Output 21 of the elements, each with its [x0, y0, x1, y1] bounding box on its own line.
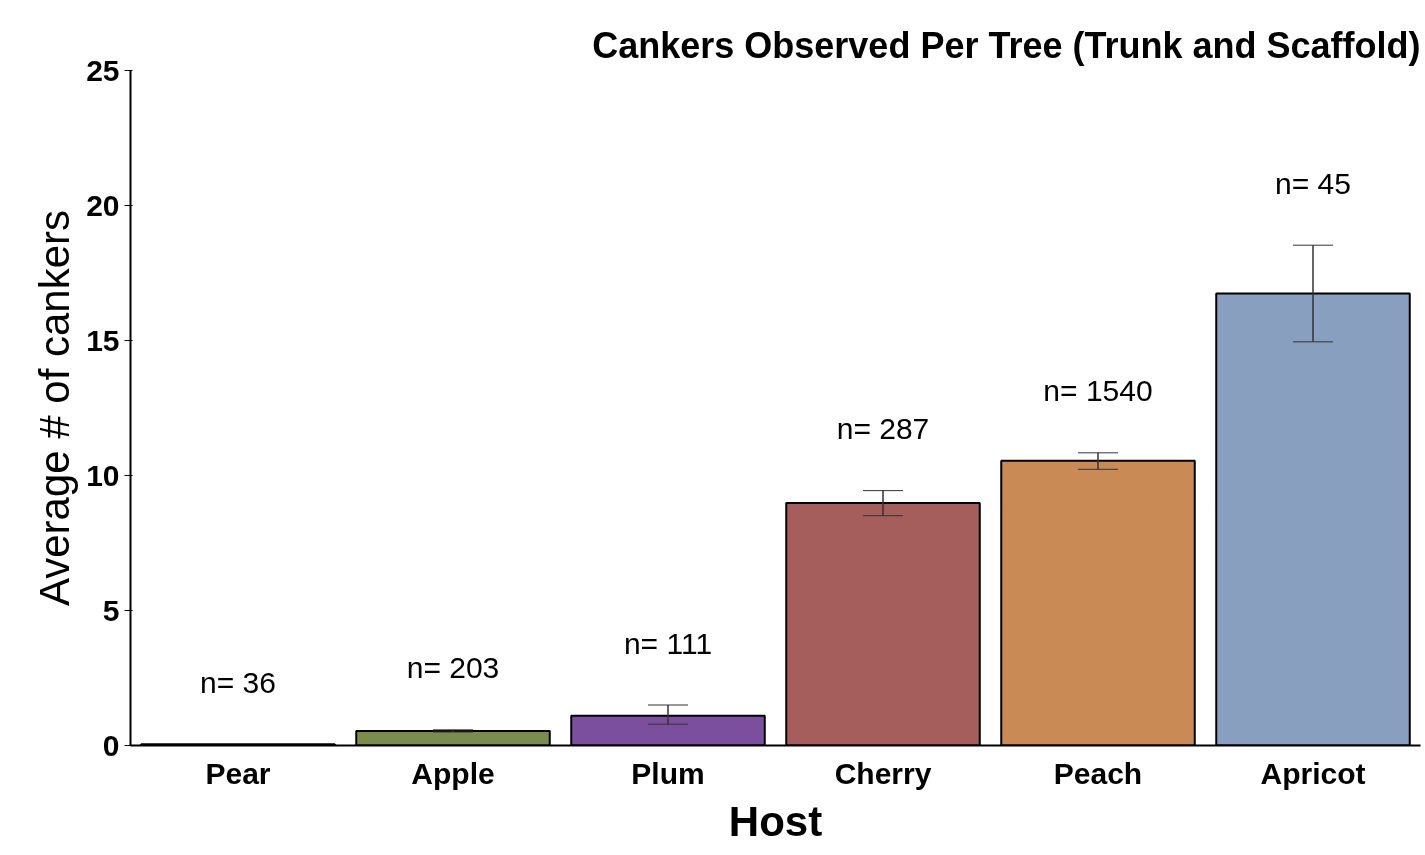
x-tick-label: Cherry [834, 756, 932, 790]
annotation: n= 287 [836, 412, 930, 446]
annotation: n= 45 [1275, 166, 1351, 200]
y-tick-label: 0 [102, 728, 120, 762]
chart-title: Cankers Observed Per Tree (Trunk and Scaffold) [592, 24, 1421, 66]
y-tick-label: 5 [102, 593, 120, 627]
x-tick-label: Plum [631, 756, 705, 790]
x-tick-label: Pear [205, 756, 271, 790]
y-tick-label: 20 [86, 188, 120, 222]
y-tick-label: 25 [86, 53, 120, 87]
x-tick-label: Apricot [1260, 756, 1366, 790]
annotation: n= 203 [406, 651, 500, 685]
y-tick-label: 15 [86, 323, 120, 357]
x-axis-title: Host [728, 797, 823, 845]
annotation: n= 36 [200, 665, 276, 699]
x-tick-label: Peach [1053, 756, 1143, 790]
y-axis-title: Average # of cankers [31, 209, 79, 607]
annotation: n= 1540 [1043, 374, 1153, 408]
y-tick-label: 10 [86, 458, 120, 492]
annotation: n= 111 [623, 626, 713, 660]
x-tick-label: Apple [411, 756, 495, 790]
